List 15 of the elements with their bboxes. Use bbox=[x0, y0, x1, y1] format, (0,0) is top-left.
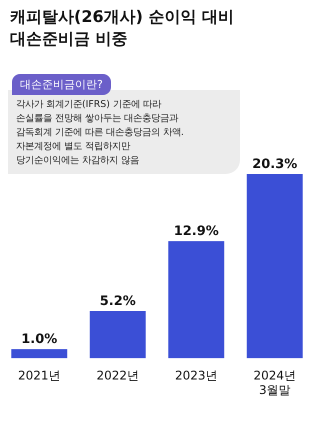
data-label: 1.0% bbox=[21, 332, 58, 347]
chart-title: 캐피탈사(26개사) 순이익 대비 대손준비금 비중 bbox=[10, 6, 234, 50]
x-tick-label: 2022년 bbox=[96, 368, 140, 383]
x-tick-label: 2023년 bbox=[174, 368, 218, 383]
bar bbox=[246, 174, 303, 358]
bar bbox=[11, 349, 68, 358]
x-tick-label: 2021년 bbox=[18, 368, 61, 383]
data-label: 20.3% bbox=[252, 156, 298, 172]
data-label: 5.2% bbox=[100, 294, 136, 309]
text: 대손준비금이란? bbox=[12, 74, 111, 95]
text: 각사가 회계기준(IFRS) 기준에 따라 손실률을 전망해 쌓아두는 대손충당금과 감독회계 기준에 따른 대손충당금의 차액. 자본계정에 별도 적립하지만 당기순이익에는 차감하지 않음 bbox=[8, 90, 240, 174]
bar bbox=[90, 311, 146, 358]
data-label: 12.9% bbox=[174, 224, 219, 239]
bar bbox=[168, 241, 224, 358]
x-tick-label: 2024년 3월말 bbox=[253, 368, 296, 397]
